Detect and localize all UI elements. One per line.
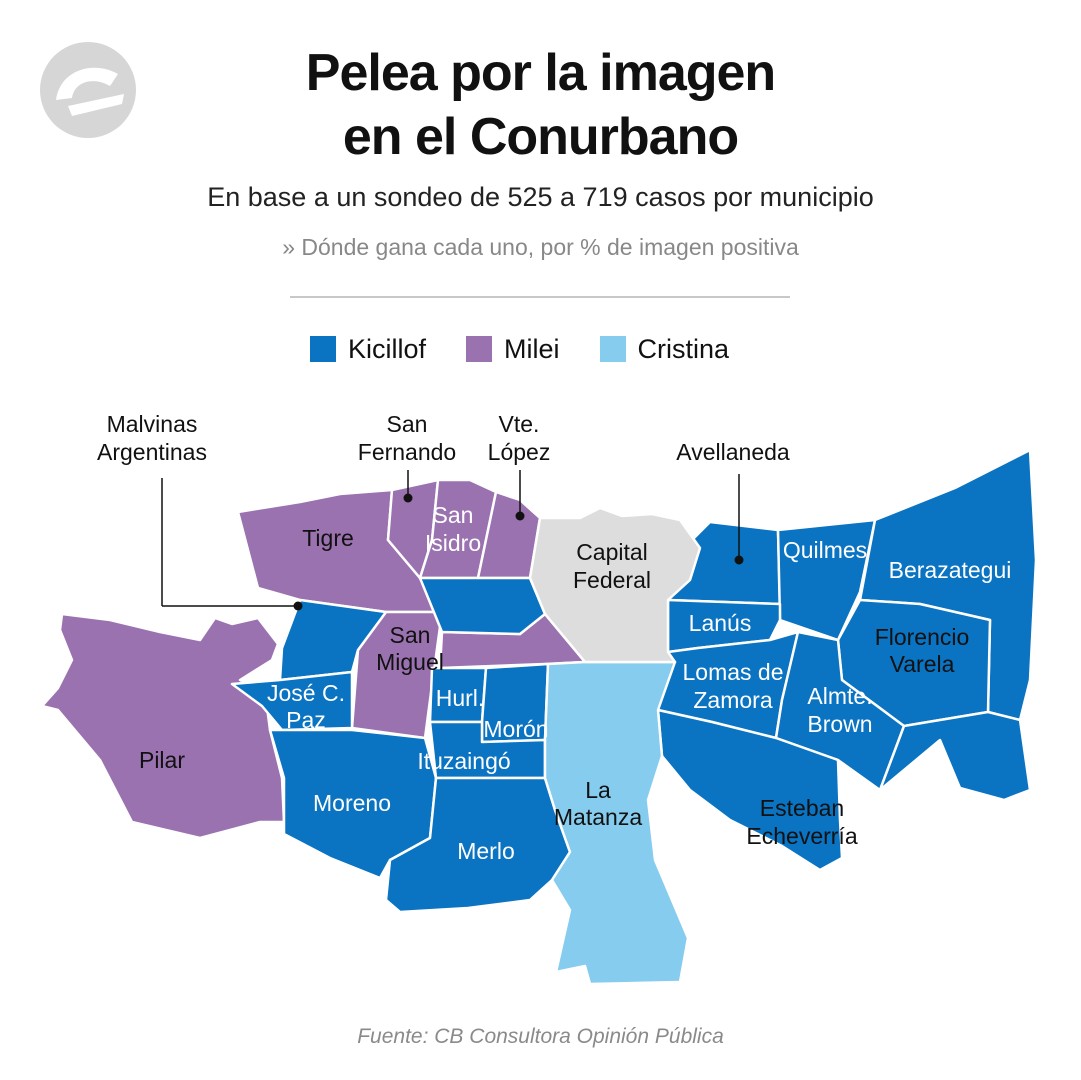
label-capital-1: Capital (576, 539, 648, 565)
label-pilar: Pilar (139, 747, 185, 773)
brand-logo-icon (40, 42, 136, 138)
label-san-miguel-1: San (390, 622, 431, 648)
label-la-matanza-2: Matanza (554, 804, 642, 830)
legend: Kicillof Milei Cristina (310, 333, 729, 365)
label-florencio-varela-1: Florencio (875, 624, 970, 650)
label-lomas-2: Zamora (693, 687, 772, 713)
leader-dot-vte-lopez (515, 511, 525, 521)
label-san-fernando-2: Fernando (358, 439, 456, 465)
label-hurlingham: Hurl. (436, 685, 485, 711)
label-vte-lopez-2: López (488, 439, 551, 465)
legend-label-milei: Milei (504, 333, 560, 364)
region-southeast (878, 710, 1032, 802)
label-echeverria-1: Esteban (760, 795, 844, 821)
label-la-matanza-1: La (585, 777, 611, 803)
label-jose-c-paz-2: Paz (286, 707, 326, 733)
region-jose-c-paz (230, 670, 354, 732)
region-la-matanza (543, 660, 690, 986)
legend-item-kicillof: Kicillof (310, 334, 426, 365)
leader-dot-malvinas (293, 601, 303, 611)
region-north-central (418, 576, 547, 636)
divider (290, 296, 790, 298)
title-line-1: Pelea por la imagen (305, 44, 776, 102)
label-san-fernando-1: San (387, 411, 428, 437)
label-merlo: Merlo (457, 838, 515, 864)
leader-dot-san-fernando (403, 493, 413, 503)
label-florencio-varela-2: Varela (890, 651, 955, 677)
region-pilar (40, 612, 286, 840)
source: Fuente: CB Consultora Opinión Pública (357, 1025, 724, 1048)
label-moreno: Moreno (313, 790, 391, 816)
label-san-isidro-2: Isidro (425, 530, 481, 556)
label-lomas-1: Lomas de (682, 659, 783, 685)
label-lanus: Lanús (689, 610, 752, 636)
label-almte-brown-2: Brown (807, 711, 872, 737)
label-echeverria-2: Echeverría (746, 823, 857, 849)
subtitle: En base a un sondeo de 525 a 719 casos p… (207, 182, 874, 212)
label-quilmes: Quilmes (783, 537, 867, 563)
label-berazategui: Berazategui (889, 557, 1012, 583)
label-san-isidro-1: San (433, 502, 474, 528)
region-esteban-echeverria (656, 708, 844, 872)
legend-label-cristina: Cristina (637, 333, 730, 364)
title-line-2: en el Conurbano (342, 108, 739, 166)
region-capital-federal (528, 506, 702, 664)
legend-swatch-kicillof (310, 336, 336, 362)
label-malvinas-2: Argentinas (97, 439, 207, 465)
label-capital-2: Federal (573, 567, 651, 593)
label-moron: Morón (483, 716, 548, 742)
label-jose-c-paz-1: José C. (267, 680, 345, 706)
label-malvinas-1: Malvinas (107, 411, 198, 437)
label-san-miguel-2: Miguel (376, 649, 444, 675)
label-vte-lopez-1: Vte. (499, 411, 540, 437)
label-tigre: Tigre (302, 525, 354, 551)
leader-dot-avellaneda (734, 555, 744, 565)
label-almte-brown-1: Almte. (807, 683, 872, 709)
legend-label-kicillof: Kicillof (348, 333, 427, 364)
legend-swatch-milei (466, 336, 493, 362)
note: » Dónde gana cada uno, por % de imagen p… (282, 234, 799, 260)
label-ituzaingo: Ituzaingó (417, 748, 510, 774)
legend-item-milei: Milei (466, 334, 560, 365)
label-avellaneda: Avellaneda (676, 439, 790, 465)
legend-swatch-cristina (599, 336, 626, 362)
legend-item-cristina: Cristina (599, 333, 730, 365)
